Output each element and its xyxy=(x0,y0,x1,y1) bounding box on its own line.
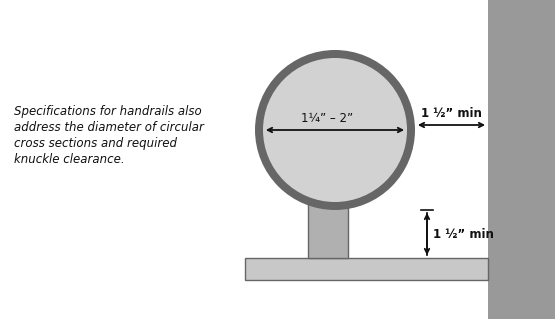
Bar xyxy=(245,258,488,280)
Text: knuckle clearance.: knuckle clearance. xyxy=(14,153,125,166)
Ellipse shape xyxy=(255,50,415,210)
Ellipse shape xyxy=(263,58,407,202)
Text: Specifications for handrails also: Specifications for handrails also xyxy=(14,105,202,118)
Text: 1 ½” min: 1 ½” min xyxy=(421,107,482,120)
Text: cross sections and required: cross sections and required xyxy=(14,137,177,150)
Bar xyxy=(308,202,348,258)
Text: address the diameter of circular: address the diameter of circular xyxy=(14,121,204,134)
Bar xyxy=(488,0,555,319)
Text: 1 ½” min: 1 ½” min xyxy=(433,227,494,241)
Text: 1¼” – 2”: 1¼” – 2” xyxy=(301,112,353,125)
